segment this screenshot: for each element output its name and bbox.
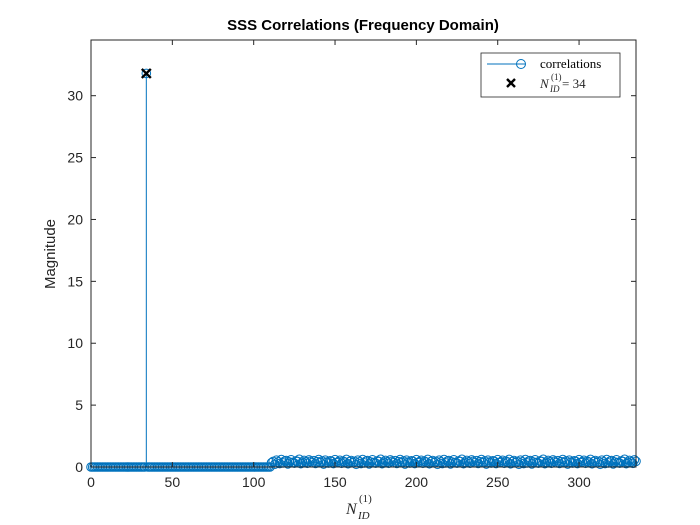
stem-marker	[296, 458, 306, 469]
x-tick-label: 0	[87, 474, 95, 490]
stem-marker	[564, 455, 575, 465]
axes-box	[90, 39, 637, 468]
chart-title: SSS Correlations (Frequency Domain)	[227, 17, 499, 34]
stem-marker	[540, 458, 550, 469]
legend-peak-base: N	[539, 76, 550, 91]
stem-marker	[629, 455, 640, 465]
legend-box	[480, 52, 621, 98]
x-tick-label: 200	[405, 474, 429, 490]
y-axis-ticks: 0 5 10 15 20 25 30	[67, 88, 636, 475]
y-tick-label: 20	[67, 211, 83, 227]
legend-peak-superscript: (1)	[551, 72, 562, 82]
legend-label-peak: N (1) ID = 34	[539, 72, 586, 94]
stem-marker	[538, 454, 549, 465]
stem-marker	[457, 454, 467, 465]
legend-x-icon	[506, 78, 516, 88]
y-tick-label: 0	[75, 459, 83, 475]
stem-marker	[483, 455, 493, 465]
stem-marker	[141, 68, 152, 79]
legend-peak-subscript: ID	[549, 84, 560, 94]
stem-marker	[320, 455, 331, 465]
x-axis-ticks: 0 50 100 150 200 250 300	[87, 40, 591, 490]
x-axis-label-base: N	[345, 501, 358, 518]
x-tick-label: 300	[567, 474, 591, 490]
x-tick-label: 100	[242, 474, 266, 490]
y-axis-label: Magnitude	[42, 219, 59, 289]
legend-label-correlations: correlations	[540, 56, 601, 71]
y-tick-label: 30	[67, 88, 83, 104]
stem-marker	[458, 458, 469, 469]
x-axis-label: N (1) ID	[345, 493, 372, 522]
x-axis-label-subscript: ID	[357, 510, 370, 522]
x-tick-label: 50	[165, 474, 181, 490]
x-tick-label: 150	[323, 474, 347, 490]
stem-marker	[401, 455, 412, 465]
peak-x-stroke	[140, 68, 152, 79]
y-tick-label: 10	[67, 335, 83, 351]
stem-marker	[294, 454, 305, 465]
legend: correlations N (1) ID = 34	[480, 52, 621, 98]
legend-peak-value: = 34	[562, 76, 586, 91]
stem-marker	[619, 454, 630, 465]
y-tick-label: 5	[75, 397, 83, 413]
x-axis-label-superscript: (1)	[359, 493, 372, 505]
x-tick-label: 250	[486, 474, 510, 490]
stem-marker	[621, 458, 632, 469]
stem-marker	[375, 454, 386, 465]
y-tick-label: 15	[67, 273, 83, 289]
peak-x-marker	[140, 68, 152, 79]
stem-marker	[377, 458, 388, 469]
legend-circle-icon	[516, 59, 526, 69]
y-tick-label: 25	[67, 150, 83, 166]
stem-marker	[624, 455, 635, 466]
plot-area	[91, 40, 636, 467]
